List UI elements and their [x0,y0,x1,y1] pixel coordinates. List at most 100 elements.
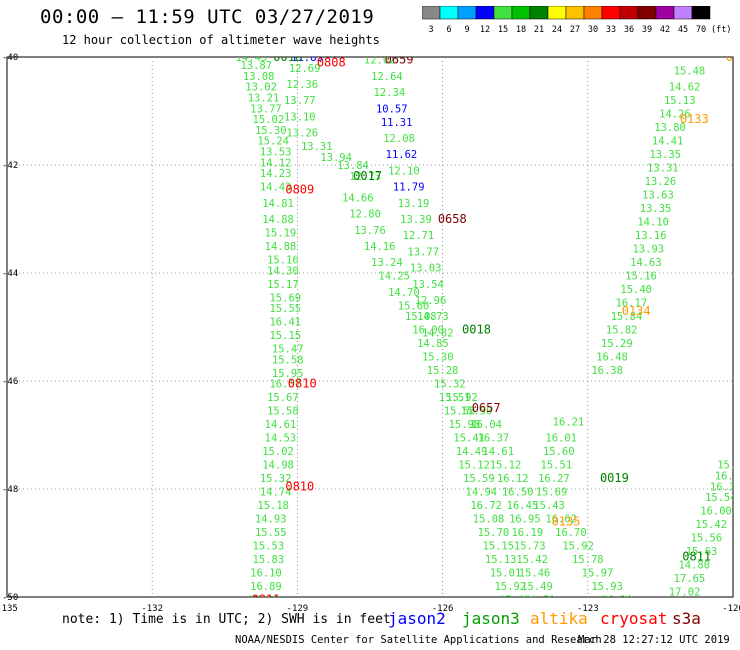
lat-tick-label: -44 [2,269,18,279]
chart-title: 00:00 – 11:59 UTC 03/27/2019 [40,6,375,28]
wave-height-value: 11.62 [386,149,418,161]
wave-height-value: 14.70 [388,287,420,299]
wave-height-value: 15.18 [257,500,289,512]
wave-height-value: 14.85 [417,338,449,350]
wave-height-value: 15.42 [695,519,727,531]
wave-height-value: 13.35 [649,149,681,161]
pass-time-label: 0134 [622,304,651,318]
wave-height-value: 15.92 [562,541,594,553]
track-0016: 14.4513.8713.0813.0213.2113.7715.0215.30… [236,57,304,597]
wave-height-value: 14.43 [260,182,292,194]
wave-height-value: 14.62 [669,82,701,94]
wave-height-value: 13.54 [412,279,444,291]
wave-height-value: 14.12 [260,157,292,169]
wave-height-value: 13.08 [243,71,275,83]
wave-height-value: 15.69 [269,292,301,304]
wave-height-value: 12.36 [286,79,318,91]
wave-height-value: 15.60 [398,300,430,312]
wave-height-value: 13.77 [250,103,282,115]
wave-height-value: 11.83 [291,52,323,64]
wave-height-value: 14.25 [378,271,410,283]
pass-time-label: 0018 [462,323,491,337]
lat-tick-label: -40 [2,53,18,63]
wave-height-value: 12.10 [388,165,420,177]
wave-height-value: 13.03 [410,263,442,275]
wave-height-value: 15.40 [620,284,652,296]
wave-height-value: 16.33 [710,481,740,493]
legend-label: 27 [570,25,580,35]
map-border [6,56,734,598]
wave-height-value: 16.00 [700,506,732,518]
legend-label: 9 [464,25,469,35]
wave-height-value: 14.98 [262,460,294,472]
wave-height-value: 15.32 [260,473,292,485]
wave-height-value: 15.29 [601,338,633,350]
pass-time-label: 0811 [682,550,711,564]
wave-height-value: 15.32 [434,379,466,391]
wave-height-value: 14.81 [262,198,294,210]
wave-height-value: 15.78 [572,554,604,566]
wave-height-value: 16.41 [269,317,301,329]
legend-label: 33 [606,25,616,35]
wave-height-value: 15.46 [519,568,551,580]
wave-height-value: 15.55 [269,303,301,315]
legend-label: 30 [588,25,598,35]
wave-height-value: 13.31 [647,163,679,175]
pass-time-label: 0019 [600,471,629,485]
lat-tick-label: -46 [2,377,18,387]
wave-height-value: 15.83 [253,554,285,566]
wave-height-value: 15.93 [591,581,623,593]
legend-label: 42 [660,25,670,35]
lon-tick-label: -135 [0,604,18,614]
wave-height-value: 15.15 [269,330,301,342]
wave-height-value: 15.12 [490,460,522,472]
footer-timestamp: Mar 28 12:27:12 UTC 2019 [578,634,730,646]
wave-height-value: 15.08 [473,514,505,526]
wave-height-value: 15.92 [446,392,478,404]
wave-height-value: 13.63 [642,190,674,202]
pass-time-label: 0810 [285,479,314,493]
wave-height-value: 16.27 [538,473,570,485]
wave-height-value: 13.24 [371,257,403,269]
wave-height-value: 16.10 [250,568,282,580]
wave-height-value: 15.58 [444,406,476,418]
wave-height-value: 16.48 [596,352,628,364]
wave-height-value: 14.61 [265,419,297,431]
pass-time-label: 0808 [317,55,346,69]
wave-height-value: 12.69 [289,63,321,75]
wave-height-value: 14.66 [342,192,374,204]
wave-height-value: 15.43 [533,500,565,512]
legend-label: 36 [624,25,634,35]
wave-height-value: 14.74 [260,487,292,499]
wave-height-value: 13.19 [398,198,430,210]
wave-height-value: 16.37 [478,433,510,445]
wave-height-value: 15.56 [691,533,723,545]
wave-height-value: 12.71 [403,230,435,242]
wave-height-value: 15.69 [536,487,568,499]
wave-height-value: 16.70 [555,527,587,539]
wave-height-value: 16.00 [412,325,444,337]
pass-time-label: 0659 [385,53,414,67]
satellite-cryosat: cryosat [600,609,668,628]
wave-height-value: 17.02 [669,587,701,599]
wave-height-value: 10.57 [376,103,408,115]
wave-height-value: 15.63 [686,546,718,558]
wave-height-value: 15.53 [253,541,285,553]
legend-label: 45 [678,25,688,35]
wave-height-value: 14.93 [255,514,287,526]
wave-height-value: 13.26 [286,128,318,140]
wave-height-value: 15.54 [705,492,737,504]
wave-height-value: 15.01 [490,568,522,580]
wave-height-value: 13.21 [248,93,280,105]
wave-height-value: 14.94 [466,487,498,499]
lon-tick-label: -126 [432,604,454,614]
pass-time-label: 0017 [353,169,382,183]
wave-height-value: 14.30 [267,265,299,277]
satellite-altika: altika [530,609,588,628]
wave-height-value: 15.28 [427,365,459,377]
wave-height-value: 16.30 [601,595,633,607]
wave-height-value: 13.80 [654,122,686,134]
wave-height-value: 15.92 [495,581,527,593]
chart-subtitle: 12 hour collection of altimeter wave hei… [62,33,380,47]
